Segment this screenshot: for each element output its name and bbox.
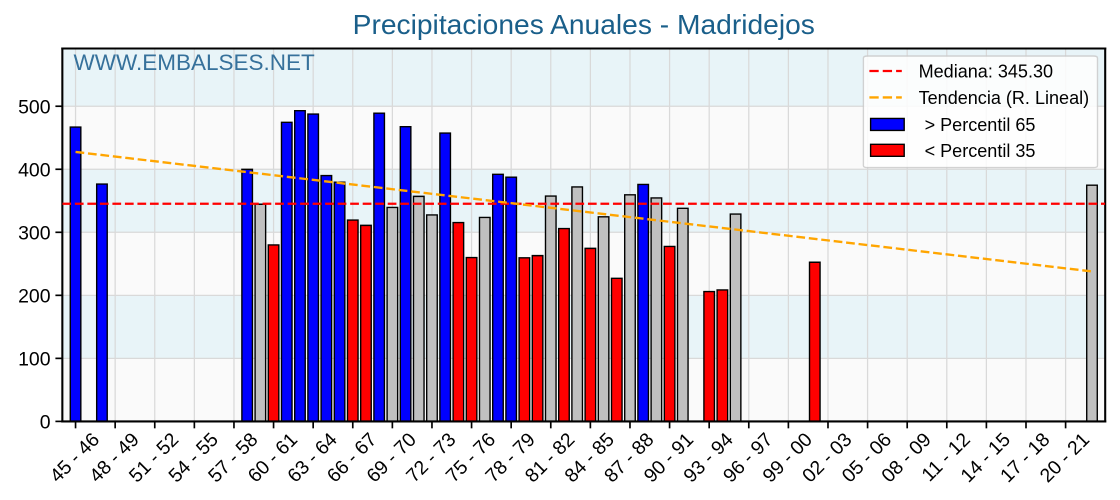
svg-text:400: 400	[18, 159, 51, 181]
svg-text:WWW.EMBALSES.NET: WWW.EMBALSES.NET	[74, 50, 316, 75]
svg-text:500: 500	[18, 96, 51, 118]
svg-text:< Percentil 35: < Percentil 35	[925, 141, 1036, 161]
svg-text:Precipitaciones Anuales - Madr: Precipitaciones Anuales - Madridejos	[353, 8, 815, 40]
svg-text:200: 200	[18, 285, 51, 307]
svg-text:100: 100	[18, 348, 51, 370]
svg-text:300: 300	[18, 222, 51, 244]
svg-text:> Percentil 65: > Percentil 65	[925, 115, 1036, 135]
svg-text:0: 0	[40, 411, 51, 433]
svg-text:Tendencia (R. Lineal): Tendencia (R. Lineal)	[919, 88, 1090, 108]
svg-text:Mediana: 345.30: Mediana: 345.30	[919, 62, 1053, 82]
